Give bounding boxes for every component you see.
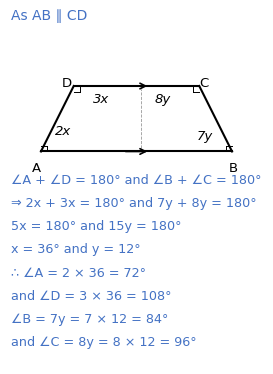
Text: 8y: 8y (154, 93, 171, 105)
Text: 3x: 3x (93, 93, 109, 105)
Text: D: D (62, 77, 72, 90)
Text: ⇒ 2x + 3x = 180° and 7y + 8y = 180°: ⇒ 2x + 3x = 180° and 7y + 8y = 180° (11, 197, 257, 210)
Text: x = 36° and y = 12°: x = 36° and y = 12° (11, 243, 141, 257)
Text: ∠B = 7y = 7 × 12 = 84°: ∠B = 7y = 7 × 12 = 84° (11, 313, 168, 326)
Text: and ∠D = 3 × 36 = 108°: and ∠D = 3 × 36 = 108° (11, 290, 171, 303)
Text: As AB ∥ CD: As AB ∥ CD (11, 9, 87, 23)
Text: and ∠C = 8y = 8 × 12 = 96°: and ∠C = 8y = 8 × 12 = 96° (11, 336, 197, 349)
Text: A: A (32, 162, 41, 175)
Text: ∠A + ∠D = 180° and ∠B + ∠C = 180°: ∠A + ∠D = 180° and ∠B + ∠C = 180° (11, 174, 262, 187)
Text: 7y: 7y (197, 130, 213, 143)
Text: 2x: 2x (55, 125, 71, 138)
Text: C: C (199, 77, 208, 90)
Text: ∴ ∠A = 2 × 36 = 72°: ∴ ∠A = 2 × 36 = 72° (11, 267, 146, 280)
Text: 5x = 180° and 15y = 180°: 5x = 180° and 15y = 180° (11, 220, 182, 233)
Text: B: B (229, 162, 238, 175)
